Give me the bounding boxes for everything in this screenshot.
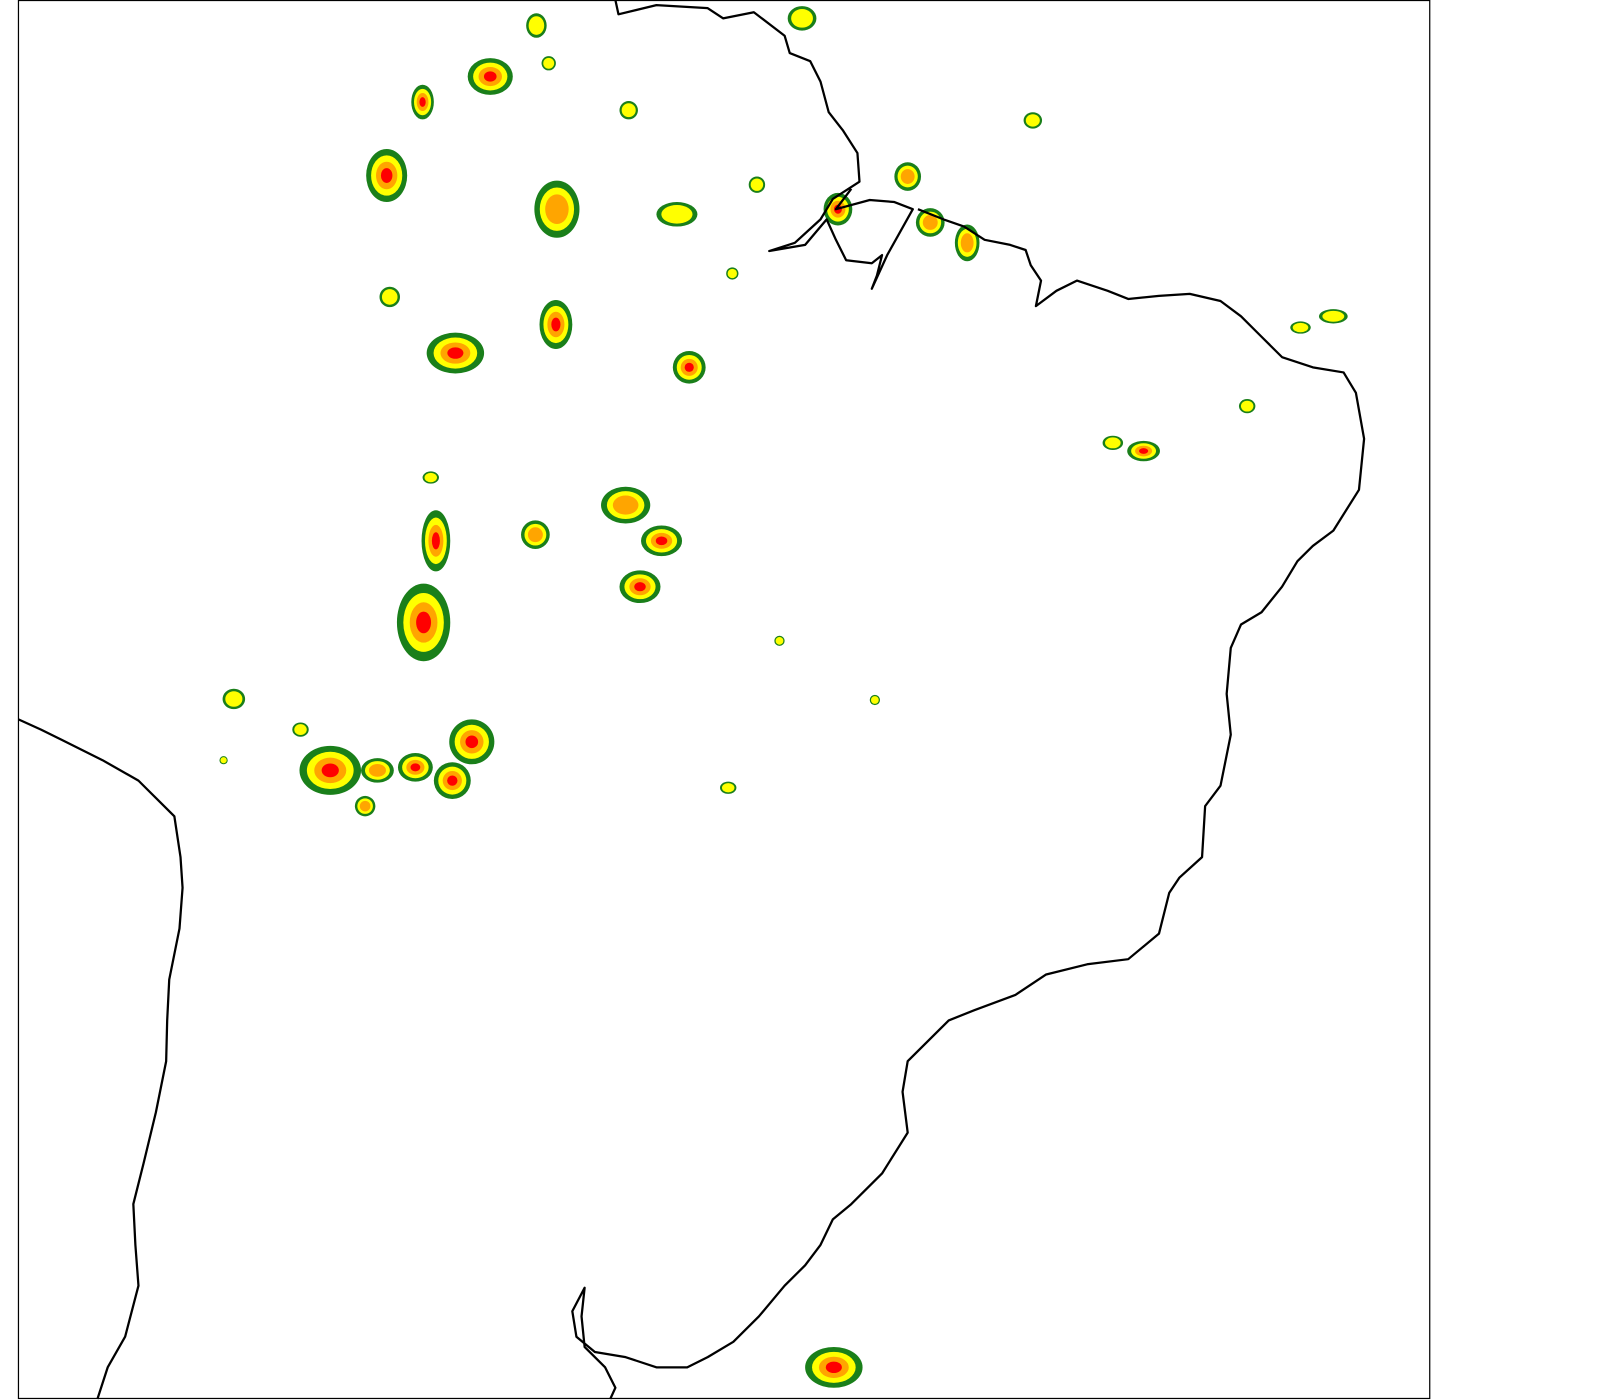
precipitation-cell	[220, 757, 227, 764]
precipitation-cell	[655, 536, 668, 546]
northeast-coast	[571, 208, 1366, 1400]
precipitation-cell	[359, 800, 371, 812]
precipitation-cell	[368, 764, 386, 777]
precipitation-cell	[1240, 400, 1254, 412]
precipitation-cell	[621, 103, 636, 118]
precipitation-cell	[465, 735, 479, 749]
east-coast	[614, 0, 914, 290]
precipitation-cell	[321, 763, 339, 778]
precipitation-cell	[431, 532, 440, 550]
precipitation-cell	[634, 582, 646, 592]
precipitation-cells	[219, 6, 1348, 1388]
precipitation-cell	[1105, 437, 1121, 449]
precipitation-cell	[1292, 322, 1309, 333]
precipitation-cell	[424, 472, 438, 483]
precipitation-cell	[922, 215, 938, 230]
precipitation-cell	[900, 169, 915, 184]
precipitation-cell	[870, 696, 879, 704]
precipitation-cell	[527, 527, 543, 543]
precipitation-cell	[661, 204, 693, 224]
precipitation-cell	[543, 57, 555, 69]
precipitation-cell	[551, 317, 561, 332]
precipitation-cell	[612, 495, 639, 515]
precipitation-cell	[416, 611, 432, 634]
precipitation-cell	[684, 362, 694, 372]
west-coast	[17, 718, 184, 1400]
precipitation-cell	[294, 724, 307, 736]
precipitation-cell	[1322, 310, 1345, 322]
precipitation-cell	[791, 9, 813, 28]
precipitation-cell	[727, 268, 737, 279]
precipitation-cell	[447, 347, 464, 359]
precipitation-cell	[528, 16, 545, 35]
precipitation-cell	[1138, 448, 1149, 454]
precipitation-cell	[721, 783, 735, 793]
precipitation-cell	[447, 775, 458, 786]
coastlines	[17, 0, 1366, 1400]
map-frame	[17, 0, 1431, 1400]
precipitation-cell	[545, 194, 569, 225]
precipitation-cell	[960, 233, 974, 253]
precipitation-cell	[410, 763, 421, 772]
precipitation-cell	[380, 168, 393, 183]
precipitation-cell	[750, 178, 764, 191]
precipitation-cell	[419, 97, 426, 107]
precipitation-cell	[825, 1361, 842, 1374]
precipitation-cell	[483, 71, 497, 82]
precipitation-cell	[381, 289, 398, 305]
precipitation-cell	[775, 636, 784, 645]
precipitation-cell	[1025, 114, 1040, 127]
precipitation-cell	[225, 691, 243, 707]
